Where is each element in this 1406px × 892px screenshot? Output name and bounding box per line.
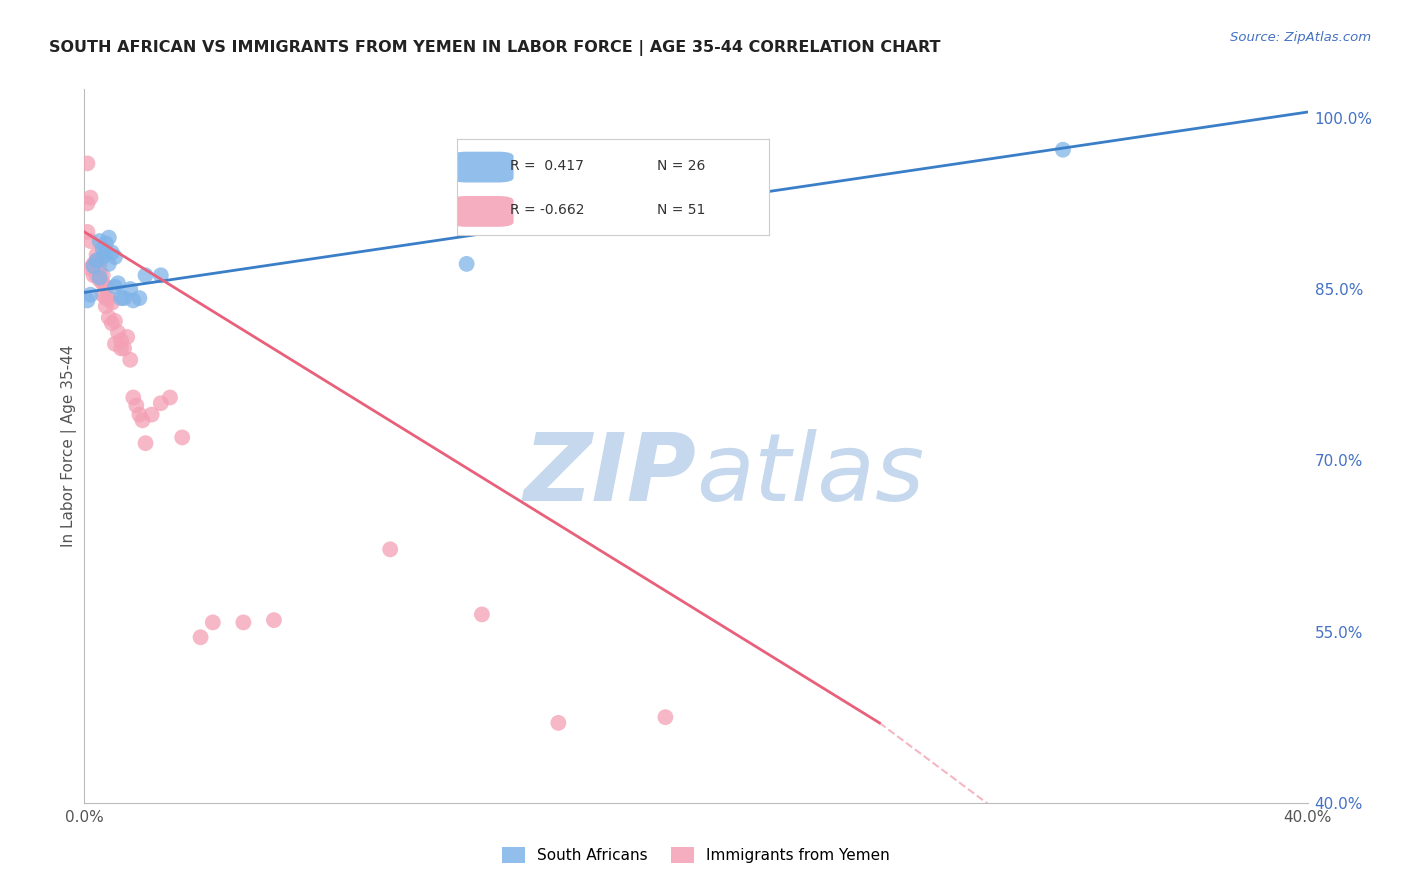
Point [110, 291, 132, 305]
Point [91, 242, 114, 256]
Point [94, 279, 117, 293]
Point [89, 257, 111, 271]
Legend: South Africans, Immigrants from Yemen: South Africans, Immigrants from Yemen [502, 847, 890, 863]
Point [91, 277, 114, 291]
Point [83, 259, 105, 273]
Point [115, 330, 138, 344]
Point [110, 334, 132, 348]
Point [79, 287, 101, 301]
Point [380, 542, 402, 557]
Point [101, 295, 124, 310]
Point [76, 293, 98, 308]
Point [120, 282, 142, 296]
Y-axis label: In Labor Force | Age 35-44: In Labor Force | Age 35-44 [62, 345, 77, 547]
Point [89, 270, 111, 285]
Point [86, 268, 108, 283]
Text: SOUTH AFRICAN VS IMMIGRANTS FROM YEMEN IN LABOR FORCE | AGE 35-44 CORRELATION CH: SOUTH AFRICAN VS IMMIGRANTS FROM YEMEN I… [49, 40, 941, 56]
Point [141, 408, 163, 422]
Point [97, 230, 120, 244]
Point [91, 250, 114, 264]
Point [112, 291, 135, 305]
Point [110, 342, 132, 356]
Point [159, 391, 181, 405]
Point [128, 408, 150, 422]
Point [128, 291, 150, 305]
Point [125, 399, 148, 413]
Point [91, 287, 114, 301]
Point [263, 613, 285, 627]
Text: ZIP: ZIP [523, 428, 696, 521]
Point [76, 156, 98, 170]
Point [112, 342, 135, 356]
Point [79, 191, 101, 205]
Point [79, 234, 101, 248]
Point [83, 257, 105, 271]
Point [149, 268, 172, 283]
Point [89, 265, 111, 279]
Point [135, 268, 157, 283]
Point [97, 291, 120, 305]
Point [609, 211, 631, 226]
Point [471, 607, 494, 622]
Point [122, 391, 145, 405]
Point [654, 710, 676, 724]
Point [86, 248, 108, 262]
Point [89, 273, 111, 287]
Point [107, 277, 129, 291]
Point [104, 250, 127, 264]
Point [456, 257, 478, 271]
Point [201, 615, 224, 630]
Point [107, 326, 129, 340]
Point [104, 279, 127, 293]
Point [86, 253, 108, 268]
Point [547, 715, 569, 730]
Point [149, 396, 172, 410]
Point [190, 630, 212, 644]
Point [101, 245, 124, 260]
Point [76, 196, 98, 211]
Point [120, 352, 142, 367]
Point [97, 257, 120, 271]
Point [94, 291, 117, 305]
Point [104, 314, 127, 328]
Text: Source: ZipAtlas.com: Source: ZipAtlas.com [1230, 31, 1371, 45]
Point [101, 316, 124, 330]
Point [89, 234, 111, 248]
Point [94, 236, 117, 251]
Point [83, 259, 105, 273]
Point [91, 268, 114, 283]
Point [135, 436, 157, 450]
Point [131, 413, 153, 427]
Point [79, 261, 101, 276]
Point [104, 336, 127, 351]
Point [1052, 143, 1074, 157]
Point [172, 430, 194, 444]
Point [76, 225, 98, 239]
Point [86, 253, 108, 268]
Text: atlas: atlas [696, 429, 924, 520]
Point [94, 299, 117, 313]
Point [97, 310, 120, 325]
Point [83, 268, 105, 283]
Point [122, 293, 145, 308]
Point [232, 615, 254, 630]
Point [94, 245, 117, 260]
Point [86, 261, 108, 276]
